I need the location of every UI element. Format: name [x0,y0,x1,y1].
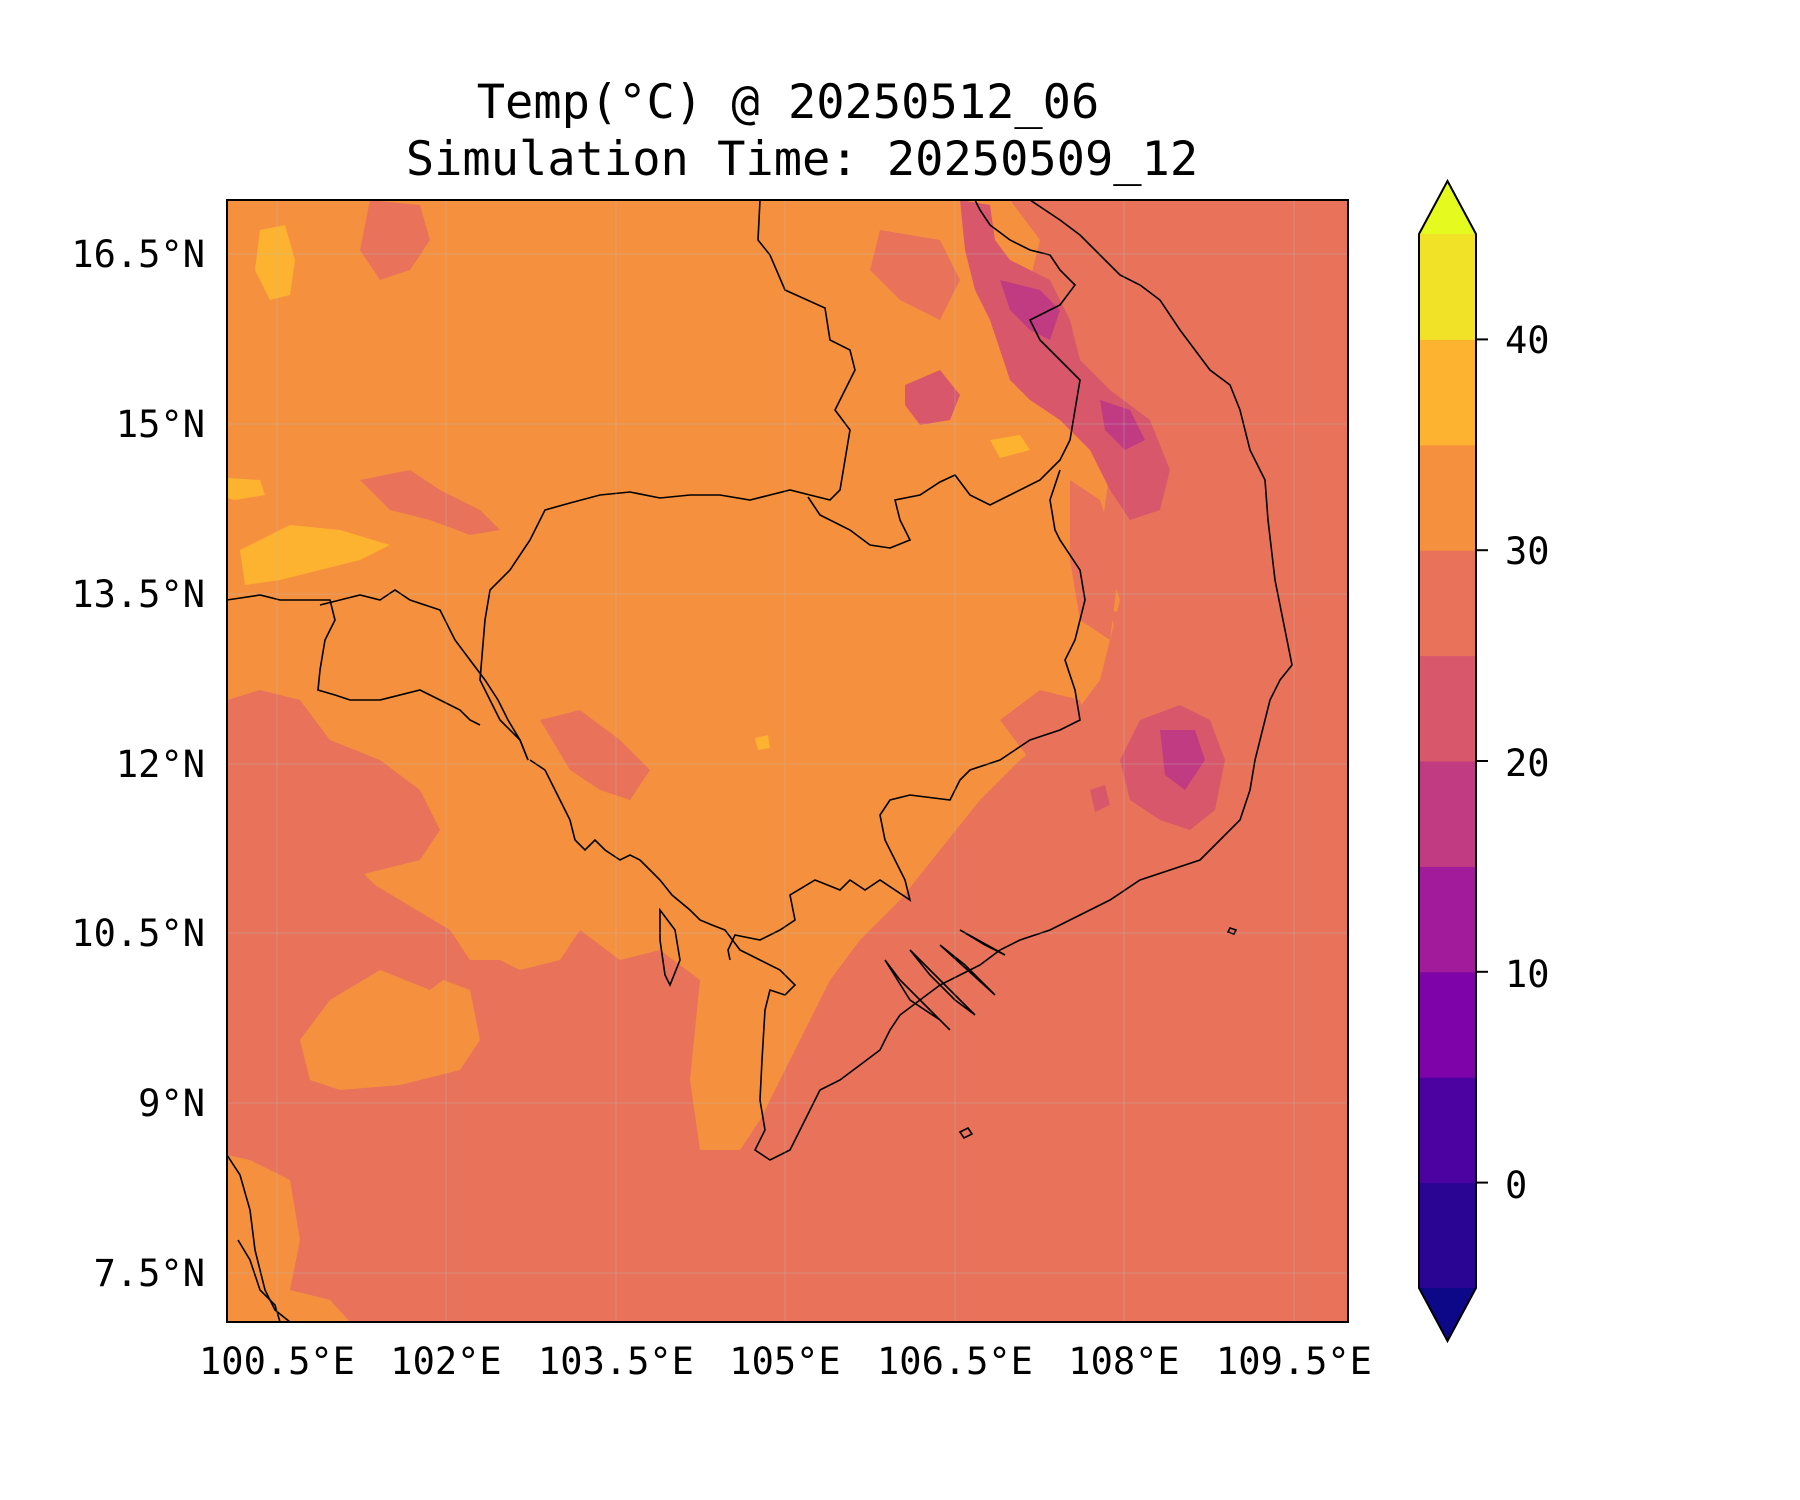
temperature-band-30-35 [227,200,1120,1150]
temperature-band-15-20 [1160,730,1205,790]
temperature-band-35-40 [990,435,1030,458]
colorbar-segment [1419,866,1476,973]
temperature-band-25-30 [540,710,650,800]
temperature-band-15-20 [1000,280,1060,340]
longitude-tick-labels: 100.5°E 102°E 103.5°E 105°E 106.5°E 108°… [199,1340,1372,1383]
map-frame [226,199,1349,1323]
colorbar-segment [1419,234,1476,340]
temperature-band-25-30 [300,870,470,990]
y-tick-label: 15°N [116,403,205,446]
colorbar-segment [1419,1077,1476,1184]
temperature-band-25-30 [1000,690,1090,770]
country-borders [227,200,1086,961]
temperature-band-35-40 [227,478,265,500]
y-tick-label: 7.5°N [94,1252,205,1295]
colorbar-segment [1419,971,1476,1078]
colorbar-outline [1418,178,1477,1344]
simulation-time-subtitle: Simulation Time: 20250509_12 [406,132,1198,187]
colorbar-tick-labels: 40 30 20 10 0 [1505,319,1550,1207]
x-tick-label: 109.5°E [1216,1340,1372,1383]
y-tick-label: 16.5°N [71,233,205,276]
y-tick-label: 9°N [138,1082,205,1125]
colorbar-extend-min [1419,1288,1476,1341]
y-tick-label: 13.5°N [71,573,205,616]
map-panel [227,200,1348,1322]
x-tick-label: 102°E [390,1340,501,1383]
temperature-band-20-25 [1090,785,1110,812]
x-tick-label: 108°E [1068,1340,1179,1383]
colorbar-tick-label: 0 [1505,1164,1527,1207]
temperature-band-30-35 [227,1155,350,1322]
colorbar-segment [1419,339,1476,446]
temperature-band-25-30 [360,200,430,280]
x-tick-label: 103.5°E [538,1340,694,1383]
colorbar-tick-label: 40 [1505,319,1550,362]
coastline [227,200,1293,1322]
latitude-tick-labels: 16.5°N 15°N 13.5°N 12°N 10.5°N 9°N 7.5°N [71,233,205,1295]
x-tick-label: 105°E [729,1340,840,1383]
colorbar-tick-label: 20 [1505,742,1550,785]
colorbar-segment [1419,444,1476,551]
colorbar-segment [1419,761,1476,867]
map-title: Temp(°C) @ 20250512_06 [477,75,1100,130]
temperature-band-35-40 [755,735,770,750]
temperature-band-25-30 [870,230,960,320]
colorbar-segment [1419,655,1476,762]
colorbar-tick-label: 30 [1505,530,1550,573]
y-tick-label: 10.5°N [71,912,205,955]
temperature-band-15-20 [1100,400,1145,450]
colorbar-extend-max [1419,181,1476,234]
colorbar [1418,178,1488,1344]
temperature-band-35-40 [240,525,390,585]
temperature-band-35-40 [255,225,295,300]
temperature-band-20-25 [905,370,960,425]
x-tick-label: 100.5°E [199,1340,355,1383]
colorbar-segment [1419,1182,1476,1289]
temperature-band-25-30 [1070,480,1120,640]
temperature-band-25-30 [1110,610,1170,700]
temperature-band-25-30 [227,690,440,880]
colorbar-tick-label: 10 [1505,953,1550,996]
x-tick-label: 106.5°E [877,1340,1033,1383]
temperature-band-25-30 [360,470,500,535]
temperature-band-30-35 [300,970,480,1090]
gridlines [227,200,1348,1322]
y-tick-label: 12°N [116,743,205,786]
colorbar-segment [1419,550,1476,657]
